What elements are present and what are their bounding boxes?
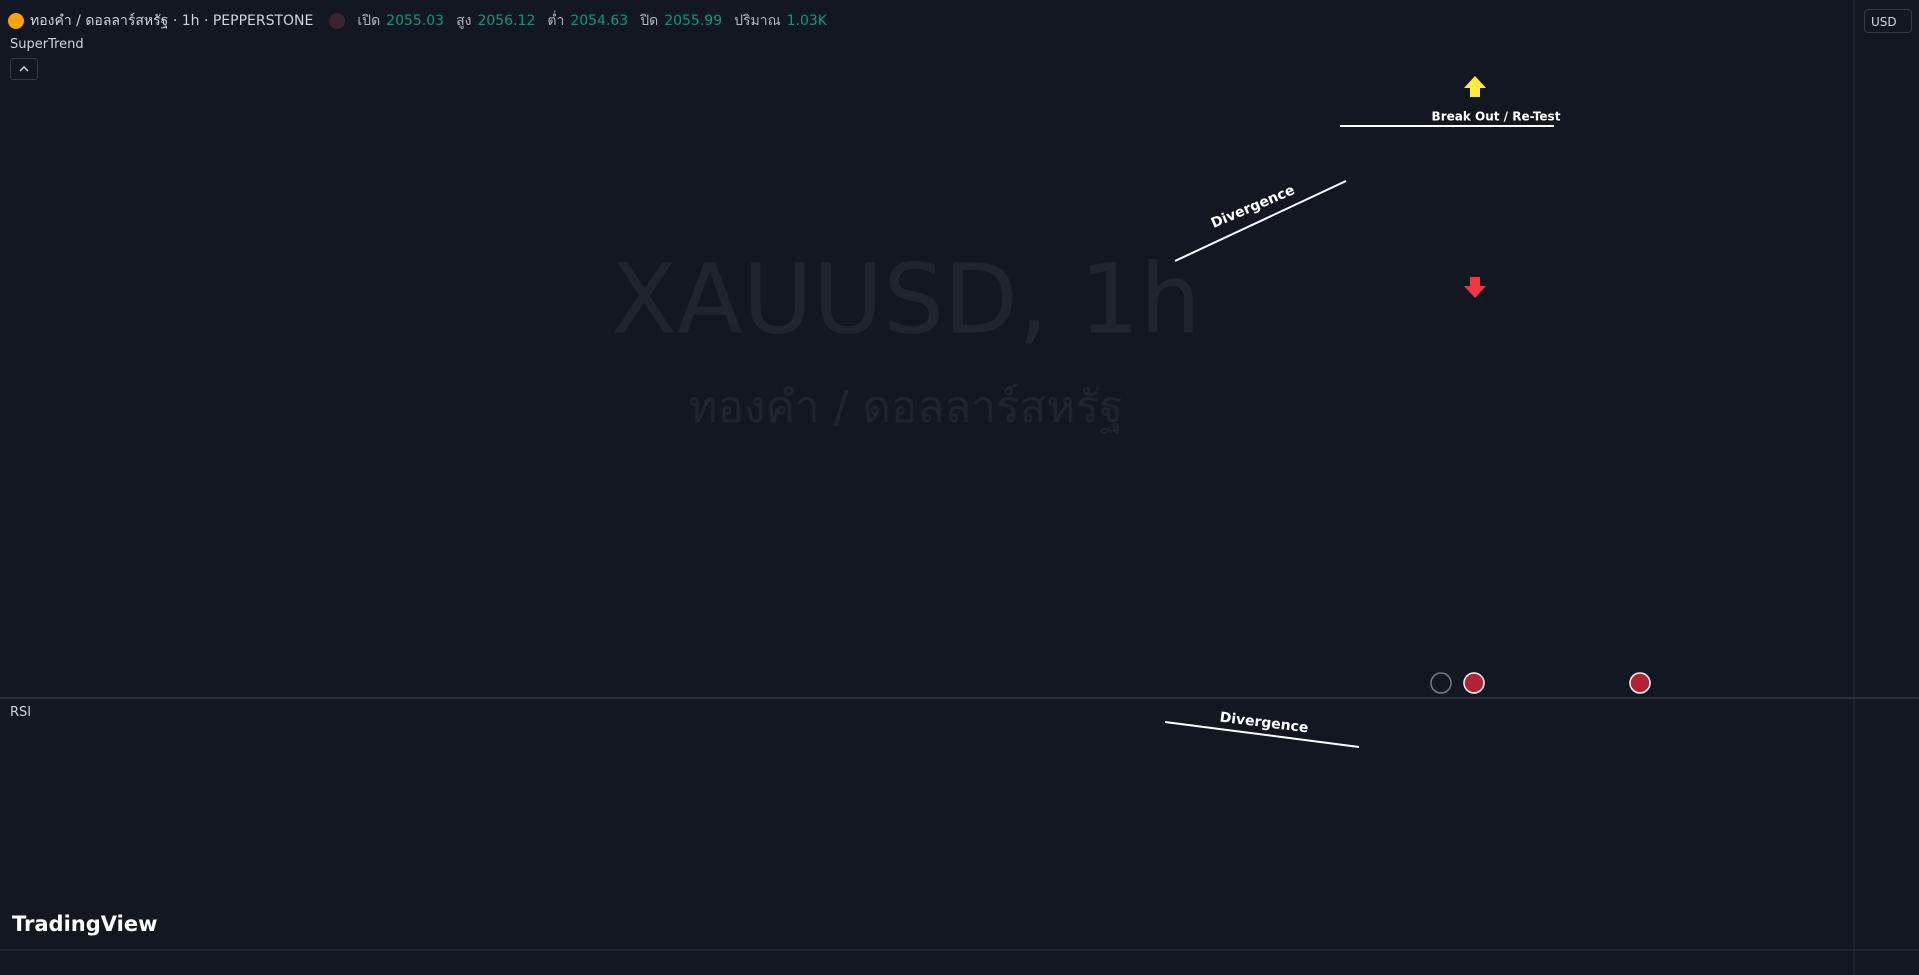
arrow-up bbox=[1464, 76, 1486, 97]
high-value: 2056.12 bbox=[477, 13, 536, 29]
legend-bar: ทองคำ / ดอลลาร์สหรัฐ · 1h · PEPPERSTONE … bbox=[8, 10, 827, 32]
low-label: ต่ำ bbox=[547, 13, 565, 29]
open-label: เปิด bbox=[357, 13, 381, 29]
brand-logo[interactable]: TradingView bbox=[12, 912, 158, 936]
volume-value: 1.03K bbox=[786, 13, 827, 29]
watermark: XAUUSD, 1h bbox=[611, 243, 1201, 355]
event-icon[interactable] bbox=[1629, 672, 1651, 694]
indicator-name[interactable]: SuperTrend bbox=[10, 37, 84, 52]
currency-selector[interactable]: USD bbox=[1864, 9, 1912, 33]
arrow-down bbox=[1464, 277, 1486, 298]
volume-label: ปริมาณ bbox=[734, 13, 781, 29]
rsi-divergence-line bbox=[1164, 721, 1360, 748]
collapse-button[interactable] bbox=[10, 58, 38, 80]
high-label: สูง bbox=[456, 13, 472, 29]
event-icon[interactable] bbox=[1463, 672, 1485, 694]
watermark-sub: ทองคำ / ดอลลาร์สหรัฐ bbox=[689, 382, 1124, 433]
price-axis bbox=[1854, 0, 1919, 975]
event-icon[interactable] bbox=[1430, 672, 1452, 694]
close-value: 2055.99 bbox=[664, 13, 723, 29]
close-label: ปิด bbox=[640, 13, 659, 29]
symbol[interactable]: ทองคำ / ดอลลาร์สหรัฐ · 1h · PEPPERSTONE bbox=[30, 13, 314, 29]
status-icon bbox=[329, 13, 346, 29]
divergence-line bbox=[1174, 180, 1347, 262]
open-value: 2055.03 bbox=[386, 13, 445, 29]
symbol-icon bbox=[8, 13, 24, 29]
breakout-label: Break Out / Re-Test bbox=[1432, 110, 1561, 124]
low-value: 2054.63 bbox=[570, 13, 629, 29]
rsi-title[interactable]: RSI bbox=[10, 705, 32, 720]
